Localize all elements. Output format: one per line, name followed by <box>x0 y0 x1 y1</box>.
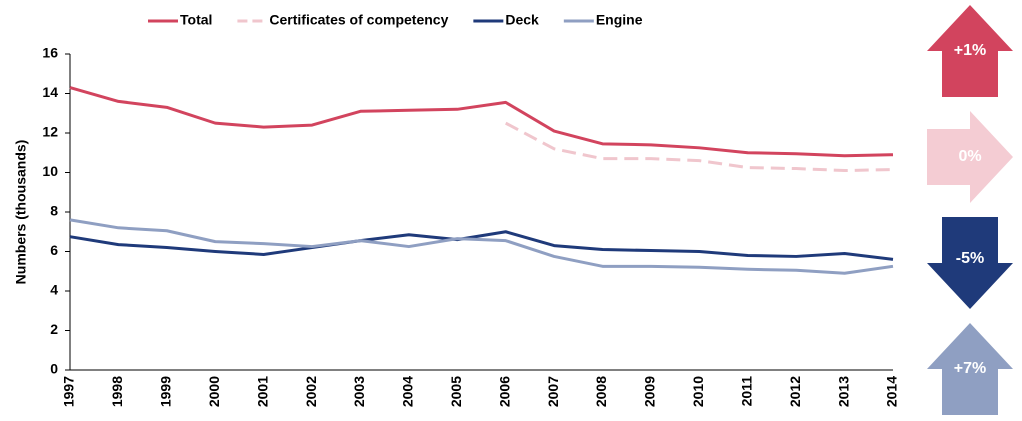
x-tick-label: 2011 <box>738 376 754 407</box>
x-tick-label: 2003 <box>351 376 367 407</box>
x-tick-label: 2007 <box>545 376 561 407</box>
arrow-label: +1% <box>954 42 986 59</box>
x-tick-label: 2009 <box>642 376 658 407</box>
trend-arrow <box>927 111 1013 203</box>
x-tick-label: 1998 <box>109 376 125 407</box>
y-tick-label: 10 <box>42 163 58 179</box>
x-tick-label: 2001 <box>254 376 270 407</box>
series-line <box>505 121 894 173</box>
x-tick-label: 2008 <box>593 376 609 407</box>
trend-arrow <box>927 5 1013 97</box>
x-tick-label: 2000 <box>206 376 222 407</box>
trend-arrow <box>927 217 1013 309</box>
legend-label: Engine <box>596 12 643 28</box>
x-tick-label: 2012 <box>787 376 803 407</box>
y-tick-label: 4 <box>50 282 58 298</box>
y-tick-label: 12 <box>42 124 58 140</box>
y-tick-label: 16 <box>42 45 58 61</box>
x-tick-label: 2014 <box>884 376 900 407</box>
series-line <box>69 218 894 275</box>
x-tick-label: 2010 <box>690 376 706 407</box>
y-tick-label: 14 <box>42 84 58 100</box>
y-tick-label: 6 <box>50 242 58 258</box>
x-tick-label: 2005 <box>448 376 464 407</box>
legend-label: Total <box>180 12 212 28</box>
x-tick-label: 1999 <box>158 376 174 407</box>
legend-label: Certificates of competency <box>269 12 448 28</box>
y-tick-label: 8 <box>50 203 58 219</box>
x-tick-label: 2004 <box>400 376 416 407</box>
series-line <box>69 230 894 261</box>
arrow-label: +7% <box>954 360 986 377</box>
arrow-label: -5% <box>956 250 984 267</box>
x-tick-label: 1997 <box>61 376 77 407</box>
legend-label: Deck <box>505 12 539 28</box>
trend-arrow <box>927 323 1013 415</box>
x-tick-label: 2002 <box>303 376 319 407</box>
y-tick-label: 0 <box>50 361 58 377</box>
y-tick-label: 2 <box>50 321 58 337</box>
y-axis-title: Numbers (thousands) <box>13 140 29 285</box>
arrow-label: 0% <box>958 148 981 165</box>
series-line <box>69 86 894 158</box>
x-tick-label: 2006 <box>496 376 512 407</box>
x-tick-label: 2013 <box>835 376 851 407</box>
